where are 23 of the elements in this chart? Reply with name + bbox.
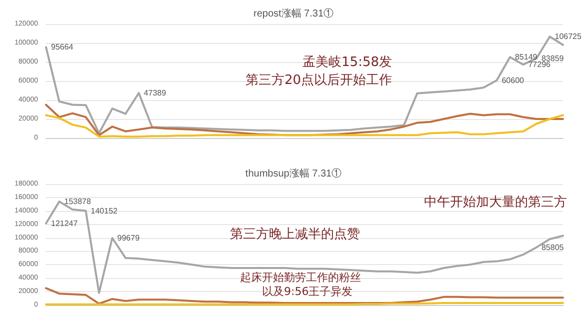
data-label: 85805 xyxy=(541,242,564,252)
annotation: 起床开始勤劳工作的粉丝 xyxy=(240,271,361,284)
annotation: 第三方20点以后开始工作 xyxy=(245,72,392,88)
data-label: 83859 xyxy=(541,54,564,63)
data-label: 153878 xyxy=(64,197,92,206)
annotation: 孟美岐15:58发 xyxy=(302,54,392,70)
data-label: 85149 xyxy=(514,52,538,62)
line-series xyxy=(45,287,564,305)
annotation: 以及9:56王子异发 xyxy=(262,285,353,298)
data-label: 60600 xyxy=(502,76,525,85)
line-series xyxy=(45,104,564,136)
data-label: 99679 xyxy=(117,233,140,242)
data-label: 77296 xyxy=(528,60,552,70)
line-series xyxy=(45,114,564,138)
data-label: 47389 xyxy=(144,88,167,98)
annotation: 第三方晚上减半的点赞 xyxy=(230,226,360,242)
chart-title: thumbsup涨幅 7.31① xyxy=(245,168,342,180)
chart-title: repost涨幅 7.31① xyxy=(253,8,334,20)
annotation: 中午开始加大量的第三方 xyxy=(424,194,567,210)
data-label: 140152 xyxy=(90,206,118,216)
data-label: 95664 xyxy=(51,42,74,52)
data-label: 121247 xyxy=(51,218,78,228)
data-label: 106725 xyxy=(554,32,582,42)
